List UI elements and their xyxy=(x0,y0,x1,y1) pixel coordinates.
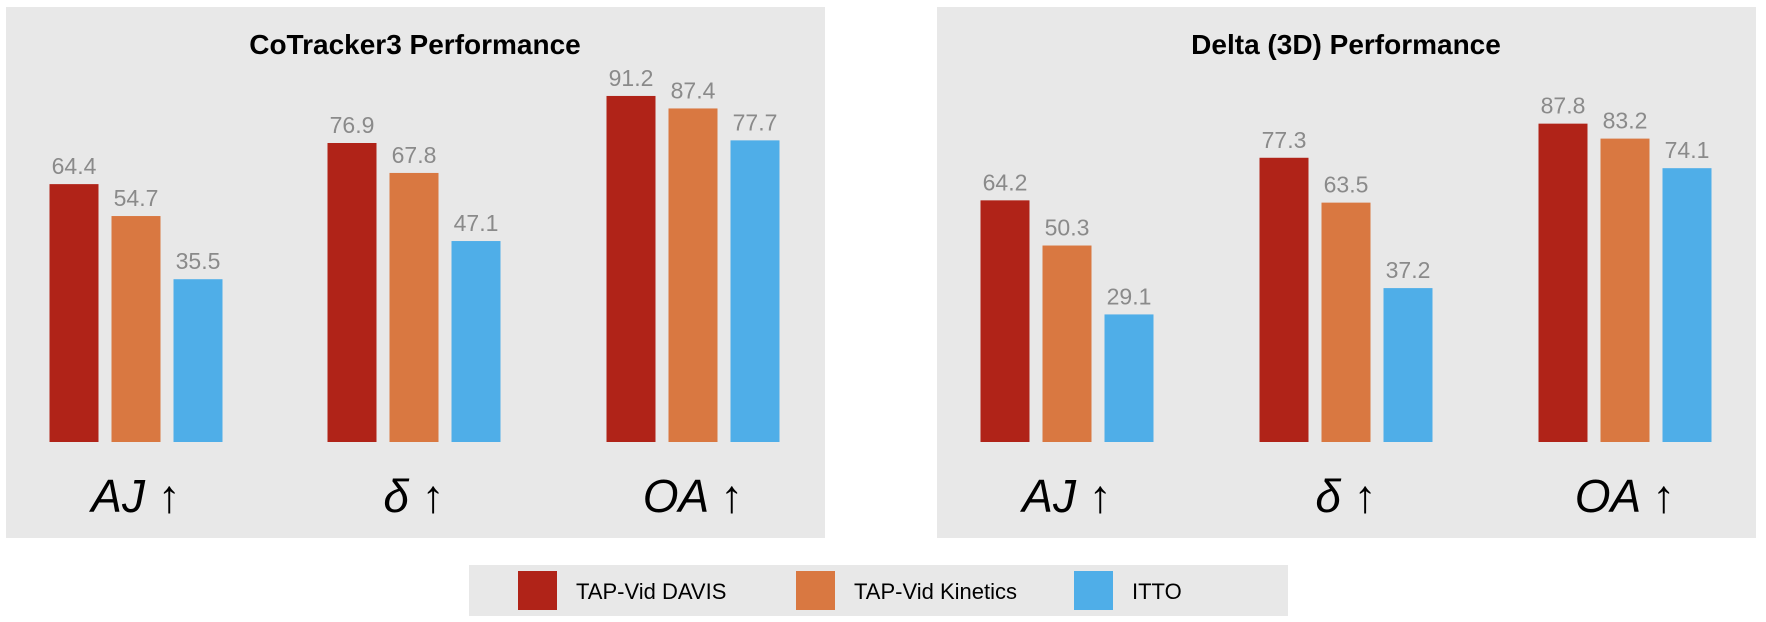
legend: TAP-Vid DAVIS TAP-Vid Kinetics ITTO xyxy=(469,565,1288,616)
legend-label: TAP-Vid DAVIS xyxy=(576,579,726,604)
data-label: 64.2 xyxy=(983,169,1028,195)
legend-swatch-davis xyxy=(518,571,557,610)
legend-background xyxy=(469,565,1288,616)
data-label: 76.9 xyxy=(330,112,375,138)
data-label: 29.1 xyxy=(1107,283,1152,309)
bar xyxy=(1538,123,1588,443)
data-label: 35.5 xyxy=(176,248,221,274)
legend-label: ITTO xyxy=(1132,579,1182,604)
category-label: OA ↑ xyxy=(1575,470,1676,522)
bar xyxy=(1321,202,1371,442)
chart-title: CoTracker3 Performance xyxy=(249,29,581,60)
data-label: 74.1 xyxy=(1665,137,1710,163)
chart-title: Delta (3D) Performance xyxy=(1191,29,1501,60)
bar xyxy=(1662,168,1712,443)
data-label: 77.3 xyxy=(1262,127,1307,153)
bar xyxy=(1104,314,1154,442)
legend-label: TAP-Vid Kinetics xyxy=(854,579,1017,604)
data-label: 64.4 xyxy=(52,153,97,179)
data-label: 54.7 xyxy=(114,185,159,211)
bar xyxy=(111,216,161,442)
chart-delta-3d: Delta (3D) Performance 64.277.387.850.36… xyxy=(937,7,1756,538)
category-label: δ ↑ xyxy=(1315,470,1376,522)
data-label: 47.1 xyxy=(454,210,499,236)
category-label: δ ↑ xyxy=(383,470,444,522)
category-label: AJ ↑ xyxy=(1019,470,1111,522)
bar xyxy=(606,95,656,443)
bar xyxy=(451,241,501,442)
data-label: 83.2 xyxy=(1603,108,1648,134)
data-label: 87.8 xyxy=(1541,93,1586,119)
bar xyxy=(730,140,780,442)
category-label: OA ↑ xyxy=(643,470,744,522)
data-label: 87.4 xyxy=(671,77,716,103)
bars: 64.2 77.3 87.8 50.3 63.5 83.2 29.1 37.2 74.1 xyxy=(980,93,1712,443)
bar xyxy=(668,108,718,442)
bar xyxy=(173,279,223,442)
category-label: AJ ↑ xyxy=(88,470,180,522)
bar xyxy=(49,184,99,442)
data-label: 37.2 xyxy=(1386,257,1431,283)
chart-cotracker3: CoTracker3 Performance 64.476.991.254.76… xyxy=(6,7,825,538)
data-label: 91.2 xyxy=(609,65,654,91)
legend-swatch-itto xyxy=(1074,571,1113,610)
data-label: 63.5 xyxy=(1324,172,1369,198)
bar xyxy=(327,142,377,442)
bar xyxy=(389,172,439,443)
legend-swatch-kinetics xyxy=(796,571,835,610)
bar xyxy=(1042,245,1092,442)
bars: 64.4 76.9 91.2 54.7 67.8 87.4 35.5 47.1 77.7 xyxy=(49,65,780,443)
data-label: 67.8 xyxy=(392,142,437,168)
data-label: 50.3 xyxy=(1045,215,1090,241)
bar xyxy=(1259,157,1309,442)
bar xyxy=(1600,138,1650,442)
data-label: 77.7 xyxy=(733,109,778,135)
bar xyxy=(980,200,1030,442)
bar xyxy=(1383,288,1433,442)
